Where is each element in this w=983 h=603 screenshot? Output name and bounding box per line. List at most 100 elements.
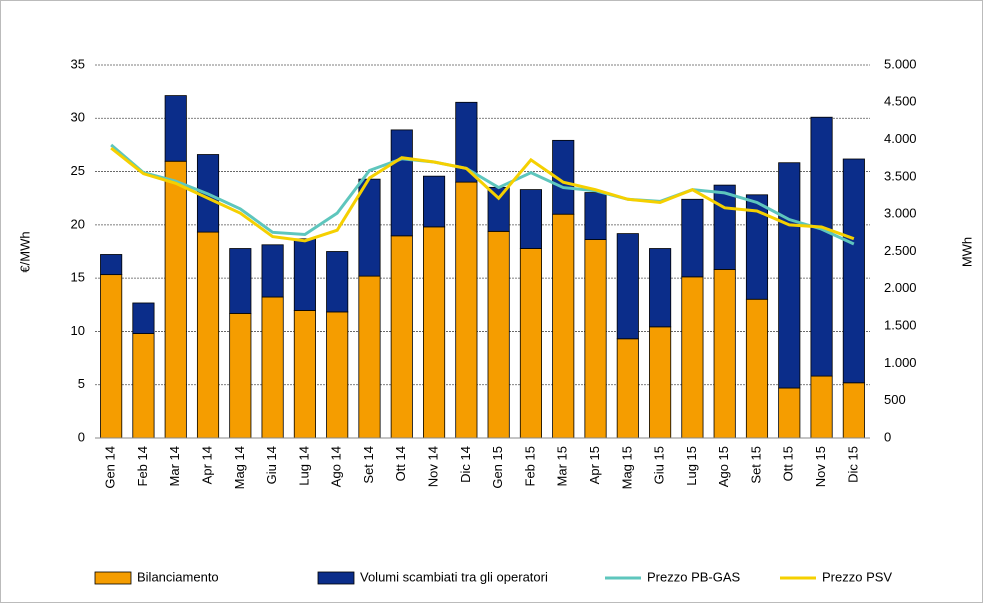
bar	[519, 248, 542, 439]
bar	[293, 238, 316, 311]
bar	[487, 186, 510, 232]
bar	[616, 233, 639, 340]
bar	[713, 269, 736, 439]
x-tick-label: Set 14	[361, 446, 376, 484]
bar	[552, 139, 575, 215]
y2-tick-label: 2.500	[884, 243, 917, 258]
y2-tick-label: 500	[884, 392, 906, 407]
bar	[552, 213, 575, 439]
bar	[681, 198, 704, 278]
x-tick-label: Ago 15	[716, 446, 731, 487]
legend-label: Bilanciamento	[137, 569, 219, 584]
bar	[745, 298, 769, 439]
bar	[423, 226, 446, 439]
x-tick-label: Apr 15	[587, 446, 602, 484]
bar	[681, 276, 704, 439]
x-tick-label: Mar 14	[167, 446, 182, 486]
bar	[229, 313, 252, 439]
x-tick-label: Feb 14	[135, 446, 150, 486]
bar	[842, 382, 865, 439]
bar	[649, 248, 672, 328]
bar	[423, 175, 446, 228]
x-tick-label: Nov 15	[813, 446, 828, 487]
bar	[390, 235, 413, 439]
bar	[196, 231, 220, 439]
bar	[326, 251, 349, 313]
x-tick-label: Ago 14	[329, 446, 344, 487]
x-tick-label: Apr 14	[199, 446, 214, 484]
x-tick-label: Mag 15	[619, 446, 634, 489]
y-tick-label: 30	[71, 110, 85, 125]
y2-tick-label: 2.000	[884, 280, 917, 295]
legend-swatch	[94, 571, 132, 585]
bar	[100, 274, 123, 439]
bar	[293, 310, 316, 439]
y-tick-label: 15	[71, 270, 85, 285]
y2-tick-label: 3.500	[884, 168, 917, 183]
bar	[649, 326, 672, 439]
bar	[842, 158, 865, 384]
x-tick-label: Set 15	[748, 446, 763, 484]
bar	[261, 244, 284, 298]
x-tick-label: Lug 15	[684, 446, 699, 486]
y2-axis-label: MWh	[959, 237, 974, 267]
x-tick-label: Gen 15	[490, 446, 505, 489]
legend-label: Prezzo PSV	[822, 569, 892, 584]
bar	[713, 184, 736, 270]
y2-tick-label: 1.000	[884, 355, 917, 370]
y2-tick-label: 5.000	[884, 56, 917, 71]
y2-tick-label: 3.000	[884, 206, 917, 221]
bar	[745, 194, 769, 300]
legend-label: Volumi scambiati tra gli operatori	[360, 569, 548, 584]
bar	[326, 311, 349, 439]
x-tick-label: Dic 15	[845, 446, 860, 483]
y-tick-label: 20	[71, 216, 85, 231]
bar	[229, 248, 252, 314]
y-tick-label: 35	[71, 56, 85, 71]
x-tick-label: Mar 15	[555, 446, 570, 486]
y2-tick-label: 4.000	[884, 131, 917, 146]
bar	[132, 333, 155, 439]
legend-label: Prezzo PB-GAS	[647, 569, 741, 584]
x-tick-label: Dic 14	[458, 446, 473, 483]
bar	[358, 275, 381, 439]
bar	[487, 230, 510, 439]
bar	[358, 178, 381, 277]
y-tick-label: 10	[71, 323, 85, 338]
y-tick-label: 0	[78, 429, 85, 444]
x-tick-label: Gen 14	[103, 446, 118, 489]
x-tick-label: Feb 15	[522, 446, 537, 486]
y2-tick-label: 1.500	[884, 318, 917, 333]
bar	[778, 162, 801, 389]
bar	[455, 101, 478, 183]
line	[110, 146, 855, 243]
y2-tick-label: 4.500	[884, 94, 917, 109]
y2-tick-label: 0	[884, 429, 891, 444]
x-tick-label: Lug 14	[296, 446, 311, 486]
x-tick-label: Giu 15	[652, 446, 667, 484]
bar	[810, 375, 833, 439]
bar	[390, 129, 413, 237]
legend-swatch	[317, 571, 355, 585]
bar	[778, 387, 801, 439]
bar	[519, 189, 542, 249]
y-tick-label: 5	[78, 376, 85, 391]
bar	[810, 116, 833, 377]
bar	[584, 192, 607, 240]
bar	[164, 95, 187, 162]
x-tick-label: Nov 14	[426, 446, 441, 487]
y-axis-label: €/MWh	[17, 231, 32, 272]
bar	[584, 239, 607, 439]
line	[110, 143, 855, 246]
bar	[164, 160, 187, 439]
bar	[455, 181, 478, 439]
x-tick-label: Mag 14	[232, 446, 247, 489]
y-tick-label: 25	[71, 163, 85, 178]
x-tick-label: Ott 14	[393, 446, 408, 481]
bar	[132, 302, 155, 334]
bar	[261, 296, 284, 439]
x-tick-label: Giu 14	[264, 446, 279, 484]
bar	[616, 338, 639, 439]
bar	[100, 254, 123, 276]
